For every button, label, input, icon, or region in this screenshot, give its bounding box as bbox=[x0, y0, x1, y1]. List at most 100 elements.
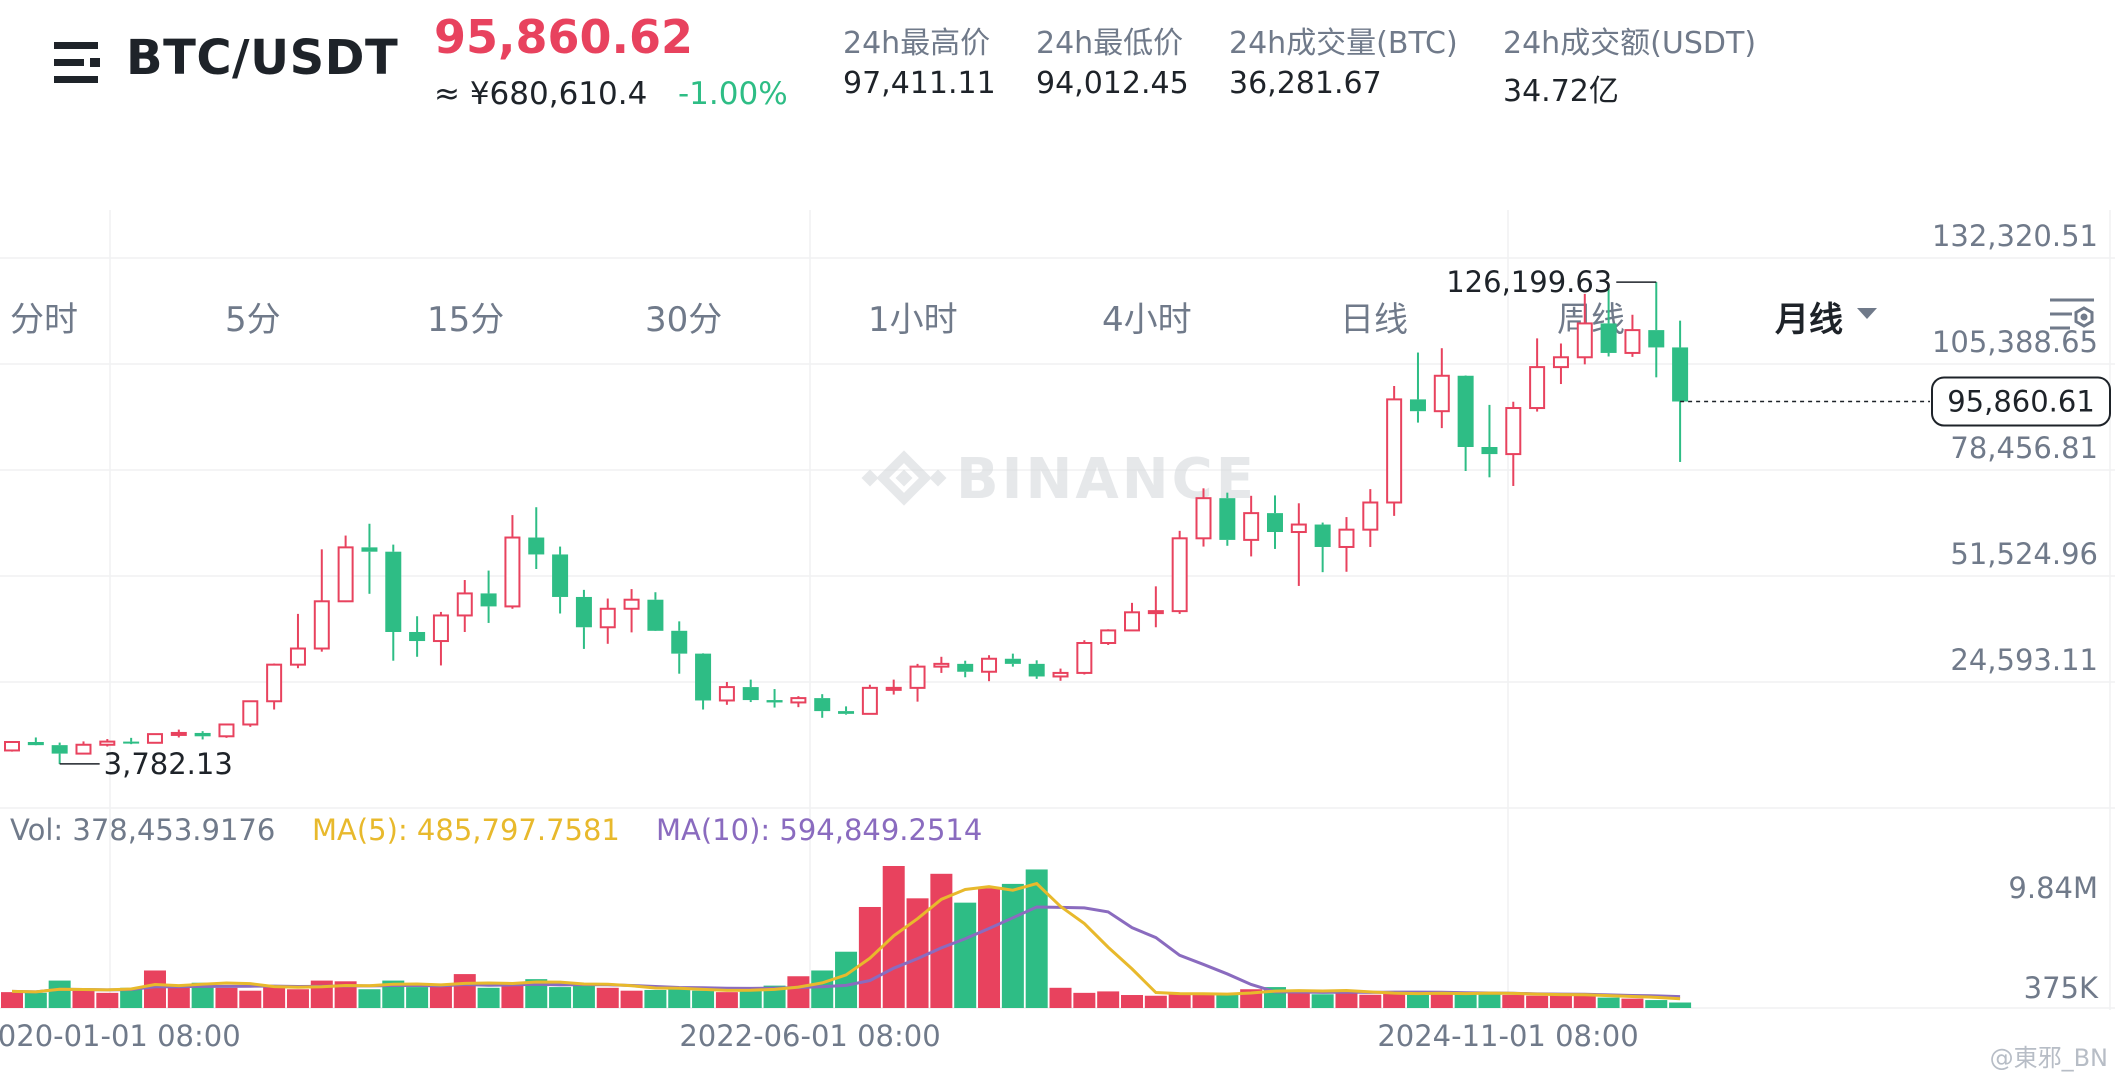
candle bbox=[27, 737, 44, 746]
time-axis-label: 2022-06-01 08:00 bbox=[679, 1019, 940, 1053]
volume-bar bbox=[477, 987, 500, 1008]
tab-15m[interactable]: 15分 bbox=[427, 300, 505, 340]
price-annotations: 126,199.63 3,782.13 bbox=[59, 265, 1657, 781]
volume-bar bbox=[1097, 991, 1120, 1008]
volume-bar bbox=[811, 970, 834, 1008]
current-price-tag[interactable]: 95,860.61 bbox=[1680, 376, 2111, 427]
stat-low-value: 94,012.45 bbox=[1036, 66, 1189, 101]
tab-1h[interactable]: 1小时 bbox=[868, 300, 958, 340]
candle bbox=[1386, 385, 1403, 516]
candle-body bbox=[861, 686, 878, 715]
candle-body bbox=[575, 596, 592, 628]
candle bbox=[480, 570, 497, 623]
candle-body bbox=[1624, 329, 1641, 354]
volume-bar bbox=[382, 980, 405, 1008]
volume-bar bbox=[1478, 992, 1501, 1008]
candle bbox=[1195, 488, 1212, 547]
candle bbox=[409, 616, 426, 657]
volume-bar bbox=[429, 985, 452, 1008]
candle bbox=[599, 598, 616, 644]
volume-bar bbox=[1430, 992, 1453, 1008]
volume-bar bbox=[1192, 993, 1215, 1008]
volume-bar bbox=[24, 992, 47, 1008]
candle-body bbox=[1076, 642, 1093, 674]
candle-body bbox=[1505, 407, 1522, 456]
volume-bar bbox=[1216, 993, 1239, 1008]
candle bbox=[671, 621, 688, 674]
menu-icon[interactable] bbox=[54, 38, 104, 88]
volume-bar bbox=[1454, 994, 1477, 1008]
candle-body bbox=[1147, 610, 1164, 615]
price-axis-label: 78,456.81 bbox=[1950, 431, 2098, 465]
trading-pair-title[interactable]: BTC/USDT bbox=[126, 30, 399, 86]
volume-bar bbox=[1621, 998, 1644, 1008]
volume-bar bbox=[692, 990, 715, 1008]
stat-high-label: 24h最高价 bbox=[843, 26, 991, 61]
price-axis-label: 51,524.96 bbox=[1950, 537, 2098, 571]
candle-body bbox=[671, 630, 688, 654]
candle-body bbox=[242, 700, 259, 726]
volume-bar bbox=[453, 974, 476, 1008]
tab-30m[interactable]: 30分 bbox=[645, 300, 723, 340]
candle-body bbox=[552, 554, 569, 597]
volume-bar bbox=[1335, 992, 1358, 1008]
candle bbox=[1576, 293, 1593, 365]
candle-body bbox=[1672, 347, 1689, 402]
candle-body bbox=[1552, 356, 1569, 369]
volume-bar bbox=[191, 982, 214, 1008]
candle-body bbox=[99, 740, 116, 746]
candle-body bbox=[957, 663, 974, 672]
candle bbox=[742, 679, 759, 703]
candle-body bbox=[1409, 399, 1426, 412]
volume-bar bbox=[143, 970, 166, 1008]
candle-body bbox=[1219, 498, 1236, 540]
candle-body bbox=[742, 687, 759, 701]
candle bbox=[1529, 338, 1546, 412]
candle bbox=[1624, 314, 1641, 357]
candle-body bbox=[885, 686, 902, 691]
candle bbox=[385, 544, 402, 661]
candle bbox=[1409, 352, 1426, 423]
candle bbox=[1362, 489, 1379, 547]
candle-body bbox=[432, 614, 449, 643]
stat-low-label: 24h最低价 bbox=[1036, 26, 1184, 61]
tab-5m[interactable]: 5分 bbox=[225, 300, 281, 340]
volume-bar bbox=[620, 990, 643, 1008]
volume-legend: Vol: 378,453.9176 MA(5): 485,797.7581 MA… bbox=[10, 813, 982, 847]
candle-body bbox=[1266, 513, 1283, 533]
chart-settings-icon[interactable] bbox=[2048, 294, 2096, 336]
candle bbox=[1600, 288, 1617, 357]
candle-body bbox=[838, 711, 855, 714]
candle bbox=[790, 696, 807, 708]
candle bbox=[361, 523, 378, 594]
volume-bar bbox=[1597, 997, 1620, 1008]
chevron-down-icon[interactable] bbox=[1857, 308, 1877, 319]
candle bbox=[1100, 629, 1117, 645]
tab-time-sharing[interactable]: 分时 bbox=[10, 300, 78, 340]
cny-equivalent: ≈ ¥680,610.4 bbox=[434, 76, 648, 112]
volume-bar bbox=[263, 985, 286, 1008]
candle-body bbox=[623, 598, 640, 610]
volume-axis-label: 375K bbox=[2024, 971, 2099, 1005]
candle-body bbox=[1195, 497, 1212, 540]
tab-daily[interactable]: 日线 bbox=[1340, 300, 1408, 340]
volume-bar bbox=[1311, 994, 1334, 1008]
candle bbox=[1028, 660, 1045, 679]
candle bbox=[146, 733, 163, 744]
volume-bar bbox=[1144, 995, 1167, 1008]
candle bbox=[1004, 653, 1021, 667]
tab-4h[interactable]: 4小时 bbox=[1102, 300, 1192, 340]
min-price-label: 3,782.13 bbox=[104, 747, 233, 781]
candle-body bbox=[1362, 501, 1379, 531]
candles bbox=[4, 282, 1689, 764]
candle-body bbox=[456, 592, 473, 617]
volume-bar bbox=[1573, 995, 1596, 1008]
volume-bar bbox=[1025, 869, 1048, 1008]
volume-bar bbox=[763, 985, 786, 1008]
volume-bar bbox=[1549, 994, 1572, 1008]
candle bbox=[1243, 495, 1260, 557]
tab-monthly[interactable]: 月线 bbox=[1775, 300, 1843, 340]
candle bbox=[1481, 404, 1498, 478]
candle bbox=[1648, 282, 1665, 378]
